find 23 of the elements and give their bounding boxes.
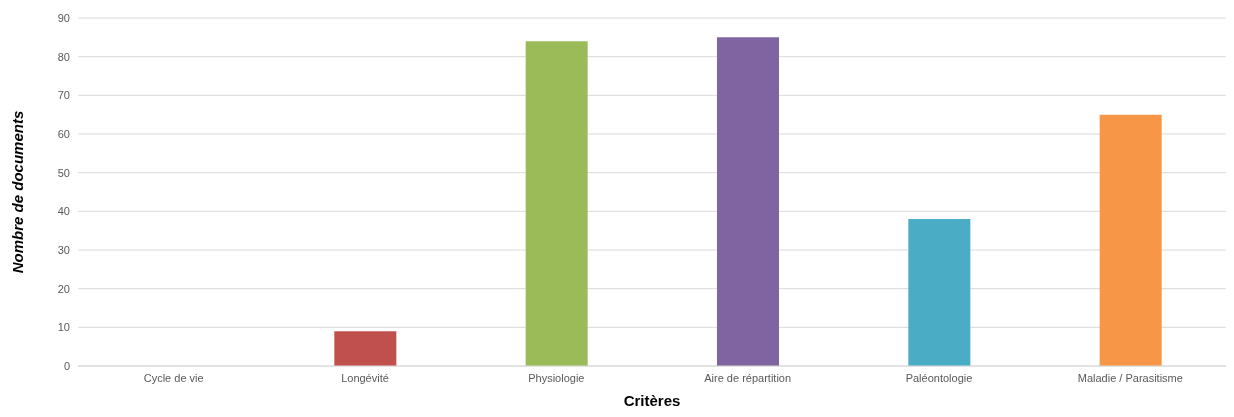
y-tick-label: 0 [63,359,70,372]
x-tick-label: Aire de répartition [704,371,792,384]
bar [525,41,588,366]
x-tick-label: Longévité [341,371,389,384]
y-tick-label: 20 [57,282,70,295]
y-tick-label: 70 [57,89,70,102]
y-tick-label: 90 [57,11,70,24]
y-tick-label: 30 [57,243,70,256]
y-tick-label: 60 [57,127,70,140]
y-axis-title: Nombre de documents [9,110,27,274]
y-tick-label: 50 [57,166,70,179]
bar [717,37,779,366]
x-tick-label: Paléontologie [905,371,973,384]
x-tick-label: Cycle de vie [143,371,204,384]
bar [908,219,971,366]
x-tick-label: Physiologie [528,371,585,384]
bar [1099,114,1162,366]
x-tick-label: Maladie / Parasitisme [1077,371,1183,384]
y-tick-label: 10 [57,321,70,334]
x-axis-title: Critères [623,392,681,409]
y-tick-label: 40 [57,205,70,218]
y-tick-label: 80 [57,50,70,63]
bar [334,331,397,366]
